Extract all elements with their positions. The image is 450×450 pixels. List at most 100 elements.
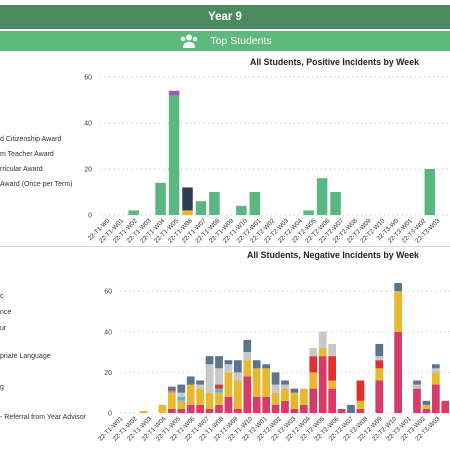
bar-segment	[215, 388, 223, 393]
bar-segment	[281, 400, 289, 413]
bar-segment	[356, 400, 365, 409]
bar-segment	[262, 368, 271, 397]
bar-segment	[196, 380, 205, 385]
y-tick-label: 0	[88, 213, 92, 220]
y-tick-label: 40	[84, 121, 92, 128]
bar-segment	[168, 95, 180, 215]
legend-item[interactable]: nce	[0, 309, 12, 316]
bar-segment	[243, 352, 252, 361]
bar-segment	[281, 380, 289, 385]
bar-segment	[424, 169, 436, 215]
bar-segment	[413, 384, 421, 389]
bar-segment	[318, 356, 327, 413]
legend-item[interactable]: rricular Award	[0, 166, 43, 173]
bar-segment	[271, 384, 280, 393]
bar-segment	[167, 388, 176, 391]
bar-segment	[243, 339, 252, 353]
bar-segment	[186, 376, 195, 385]
bar-segment	[299, 404, 308, 413]
bar-segment	[431, 364, 440, 369]
y-tick-label: 60	[84, 75, 92, 82]
legend-item[interactable]: priate Language	[0, 353, 51, 360]
bar-segment	[431, 372, 440, 385]
bar-segment	[356, 380, 365, 401]
bar-segment	[215, 384, 223, 389]
bar-segment	[394, 331, 403, 413]
bar-segment	[177, 396, 186, 401]
year-header: Year 9	[0, 5, 450, 29]
bar-segment	[128, 210, 139, 215]
bar-segment	[215, 368, 223, 385]
bar-segment	[422, 400, 431, 405]
bar-segment	[316, 178, 328, 215]
bar-segment	[375, 343, 384, 357]
bar-segment	[167, 392, 176, 409]
legend-item[interactable]: - Referral from Year Advisor	[0, 414, 86, 421]
bar-segment	[182, 187, 193, 211]
bar-segment	[205, 408, 214, 413]
y-tick-label: 20	[104, 370, 112, 377]
bar-segment	[167, 408, 176, 413]
panel-divider	[0, 246, 450, 247]
bar-segment	[303, 210, 314, 215]
bar-segment	[205, 364, 214, 393]
bar-segment	[309, 388, 318, 413]
bar-segment	[262, 364, 271, 369]
bar-segment	[328, 356, 337, 381]
bar-segment	[177, 408, 186, 413]
bar-segment	[330, 192, 341, 215]
bar-segment	[422, 404, 431, 409]
bar-segment	[431, 368, 440, 373]
legend-item[interactable]: c	[0, 293, 4, 300]
bar-segment	[318, 331, 327, 349]
legend-item[interactable]: m Teacher Award	[0, 151, 54, 158]
bar-segment	[281, 388, 289, 401]
legend-item[interactable]: Award (Once per Term)	[0, 181, 73, 188]
top-students-bar[interactable]: Top Students	[0, 31, 450, 51]
bar-segment	[262, 396, 271, 413]
bar-segment	[422, 408, 431, 413]
y-tick-label: 0	[108, 411, 112, 418]
group-icon	[178, 33, 200, 49]
bar-segment	[290, 408, 299, 413]
bar-segment	[252, 396, 261, 413]
bar-segment	[413, 388, 421, 413]
legend-item[interactable]: ur	[0, 325, 7, 332]
bar-segment	[299, 388, 308, 405]
bar-segment	[318, 348, 327, 357]
bar-segment	[236, 205, 247, 215]
y-tick-label: 40	[104, 329, 112, 336]
bar-segment	[224, 372, 233, 397]
year-title: Year 9	[208, 11, 242, 23]
bar-segment	[168, 90, 180, 96]
bar-segment	[243, 376, 252, 413]
y-tick-label: 60	[104, 289, 112, 296]
bar-segment	[328, 380, 337, 389]
legend-item[interactable]: d Citizenship Award	[0, 136, 62, 143]
bar-segment	[375, 360, 384, 369]
bar-segment	[290, 392, 299, 409]
bar-segment	[243, 360, 252, 377]
bar-segment	[309, 356, 318, 373]
bar-segment	[196, 384, 205, 389]
bar-segment	[139, 410, 148, 413]
bar-segment	[375, 380, 384, 413]
bar-segment	[413, 380, 421, 385]
bar-segment	[394, 291, 403, 332]
bar-segment	[328, 388, 337, 413]
bar-segment	[195, 201, 207, 215]
bar-segment	[271, 404, 280, 413]
positive-incidents-chart: 020406022-T1-W022-T1-W0122-T1-W0222-T1-W…	[84, 75, 450, 245]
bar-segment	[271, 392, 280, 405]
bar-segment	[205, 356, 214, 365]
bar-segment	[271, 372, 280, 385]
legend-item[interactable]: g	[0, 384, 4, 391]
bar-segment	[158, 404, 167, 413]
bar-segment	[233, 360, 242, 373]
bar-segment	[328, 343, 337, 357]
bar-segment	[209, 192, 220, 215]
bar-segment	[196, 404, 205, 413]
bar-segment	[177, 384, 186, 393]
bar-segment	[281, 384, 289, 389]
